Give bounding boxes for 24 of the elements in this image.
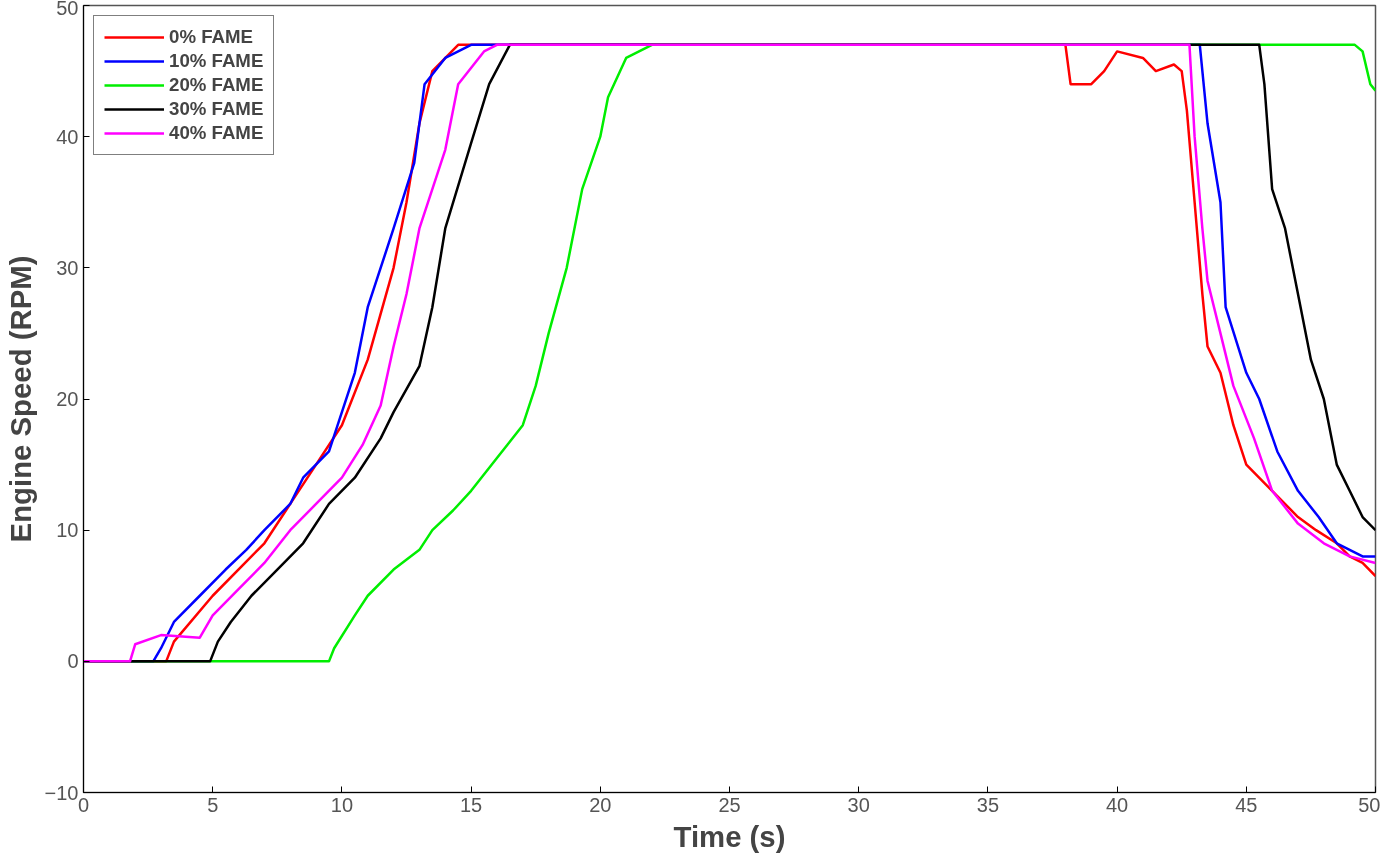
legend-label: 40% FAME [169,122,264,144]
x-tick-label: 40 [1105,793,1129,816]
x-tick-label: 5 [207,793,219,816]
x-tick-label: 20 [589,793,612,816]
x-tick-label: 35 [976,793,1000,816]
x-tick-label: 25 [718,793,741,816]
legend-label: 10% FAME [169,50,264,72]
x-tick-label: 45 [1235,793,1258,816]
y-tick-label: 20 [56,388,79,410]
y-tick-label: 50 [56,0,79,19]
y-tick-label: 0 [67,650,79,673]
y-tick-label: −10 [44,781,79,804]
x-tick-label: 10 [330,793,354,816]
legend-label: 20% FAME [169,74,264,96]
x-axis-title: Time (s) [673,819,786,853]
x-tick-label: 50 [1358,793,1381,816]
y-tick-label: 10 [56,519,79,542]
legend-label: 0% FAME [169,26,253,48]
x-tick-label: 30 [847,793,870,816]
y-tick-label: 40 [56,125,79,148]
legend-label: 30% FAME [169,98,264,120]
y-axis-title: Engine Speed (RPM) [3,255,37,543]
x-tick-label: 15 [459,793,483,816]
y-tick-label: 30 [56,256,79,279]
